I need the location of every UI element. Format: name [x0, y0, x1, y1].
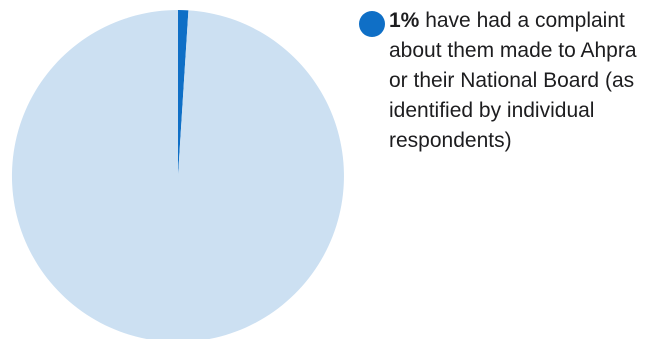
pie-slice-2 — [12, 10, 344, 339]
legend: 1% have had a complaint about them made … — [357, 6, 647, 156]
legend-label: have had a complaint about them made to … — [389, 9, 637, 152]
legend-value: 1% — [389, 9, 420, 32]
pie-chart — [12, 10, 344, 339]
legend-swatch — [359, 11, 385, 37]
legend-entry: 1% have had a complaint about them made … — [389, 6, 647, 156]
pie-slice-1 — [178, 10, 189, 176]
